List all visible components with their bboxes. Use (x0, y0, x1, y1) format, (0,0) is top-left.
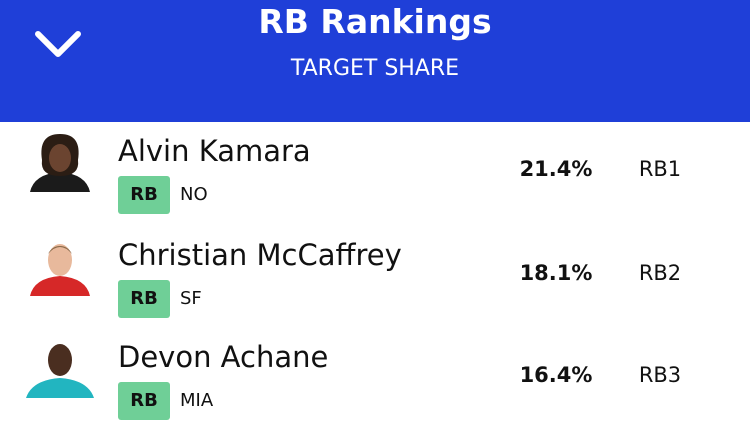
player-row[interactable]: Devon Achane RB MIA 16.4% RB3 (0, 328, 750, 430)
team: NO (180, 184, 208, 205)
subtitle: TARGET SHARE (290, 56, 460, 81)
player-row[interactable]: Christian McCaffrey RB SF 18.1% RB2 (0, 226, 750, 328)
player-row[interactable]: Alvin Kamara RB NO 21.4% RB1 (0, 122, 750, 224)
player-name: Alvin Kamara (118, 134, 311, 168)
collapse-button[interactable] (34, 28, 82, 60)
position-badge: RB (118, 280, 170, 318)
rank: RB3 (638, 363, 682, 387)
player-photo (26, 344, 94, 398)
team: SF (180, 288, 202, 309)
player-photo (30, 244, 90, 296)
target-share: 16.4% (519, 363, 593, 387)
player-photo (30, 134, 90, 192)
rank: RB2 (638, 261, 682, 285)
target-share: 18.1% (519, 261, 593, 285)
player-name: Devon Achane (118, 340, 329, 374)
rank: RB1 (638, 157, 682, 181)
position-badge: RB (118, 382, 170, 420)
team: MIA (180, 390, 214, 411)
title: RB Rankings (258, 2, 492, 41)
target-share: 21.4% (519, 157, 593, 181)
position-badge: RB (118, 176, 170, 214)
header: RB Rankings TARGET SHARE (0, 0, 750, 122)
player-name: Christian McCaffrey (118, 238, 402, 272)
